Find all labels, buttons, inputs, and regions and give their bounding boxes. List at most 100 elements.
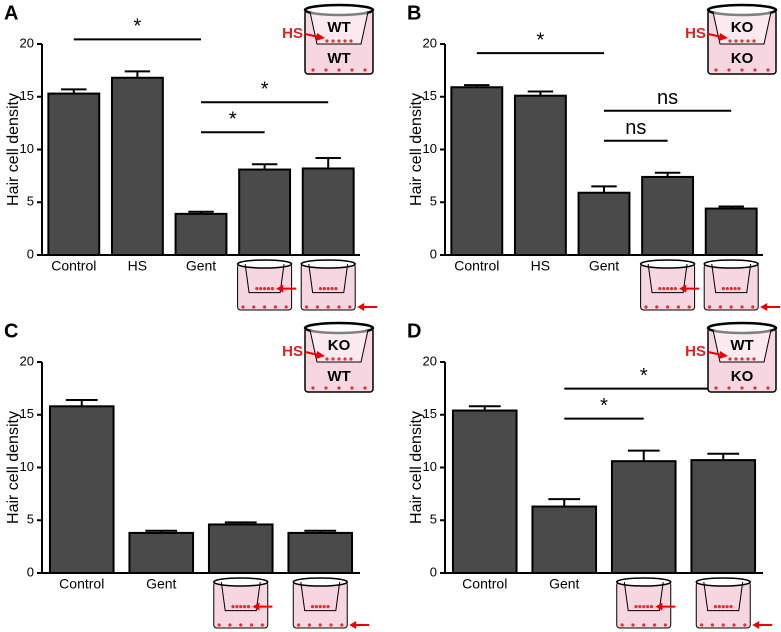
cell-dot [284,305,288,309]
cell-dot [713,605,718,609]
inset-arrow-head [719,33,728,41]
cell-dot [631,623,635,627]
cell-dot [740,386,744,390]
y-tick-label: 10 [20,141,34,156]
well-rim [695,577,751,587]
significance-label: * [537,29,545,51]
well-rim [292,577,348,587]
x-tick-label: Control [454,258,499,274]
y-tick-label: 0 [27,564,34,579]
cell-dot [325,39,329,43]
cell-dot [350,386,354,390]
cell-dot [734,357,738,361]
inset-inner-label: WT [730,337,753,354]
cell-dot [255,287,259,291]
cell-dot [721,287,726,291]
inset-arrow-head [316,351,325,359]
condition-icon [703,259,781,311]
cell-dot [714,386,718,390]
arrow-head [276,284,284,293]
cell-dot [634,605,638,609]
cell-dot [718,305,723,309]
cell-dot [228,623,232,627]
cell-dot [326,305,330,309]
cell-dot [348,305,352,309]
cell-dot [766,386,770,390]
arrow-head [655,602,663,611]
x-tick-label: Gent [146,576,176,592]
y-tick-label: 5 [430,194,437,209]
cell-dot [740,39,744,43]
panel-letter: A [4,2,18,24]
cell-dot [318,605,322,609]
cell-dot [753,386,757,390]
cell-dot [263,305,267,309]
x-tick-label: HS [531,258,550,274]
cell-dot [235,605,239,609]
arrow-head [349,621,357,629]
cell-dot [740,68,744,72]
cell-dot [318,287,323,291]
cell-dot [740,357,744,361]
significance-label: * [229,109,237,131]
inset-treatment-label: HS [282,343,303,360]
cell-dot [310,605,315,609]
panel-letter: D [407,320,421,342]
y-axis-label: Hair cell density [5,411,22,524]
y-tick-label: 20 [20,35,34,50]
cell-dot [725,287,729,291]
cell-dot [729,287,733,291]
bar [577,191,631,257]
cell-dot [721,623,725,627]
insert [220,581,261,612]
condition-icon [616,577,676,629]
cell-dot [734,39,738,43]
bar [47,92,101,256]
cell-dot [728,357,732,361]
cell-dot [673,287,677,291]
cell-dot [751,305,755,309]
cell-dot [239,623,243,627]
cell-dot [259,287,263,291]
inset-inner-label: KO [328,337,351,354]
bar [301,167,355,257]
insert [244,263,285,294]
arrow-head [679,284,687,293]
cell-dot [343,357,347,361]
arrow-head [752,621,760,629]
inset-outer-label: WT [327,368,350,385]
cell-dot [273,305,277,309]
well-rim [213,577,269,587]
cell-dot [329,623,333,627]
bar [207,523,274,574]
inset-outer-label: WT [327,50,350,67]
cell-dot [725,605,729,609]
cell-dot [687,305,691,309]
cell-dot [314,605,318,609]
cell-dot [243,605,247,609]
y-tick-label: 15 [20,406,34,421]
cell-dot [340,623,344,627]
bar [704,207,758,256]
cell-dot [732,623,736,627]
y-axis-label: Hair cell density [5,93,22,206]
y-tick-label: 0 [430,246,437,261]
cell-dot [729,605,733,609]
cell-dot [337,68,341,72]
bar [690,459,757,574]
inset-insert [309,329,369,363]
cell-dot [700,623,704,627]
y-tick-label: 20 [423,353,437,368]
cell-dot [646,605,650,609]
cell-dot [676,305,681,309]
cell-dot [669,287,674,291]
well-rim [639,259,696,269]
cell-dot [727,386,731,390]
significance-label: * [640,365,648,387]
inset-diagram: WT KO HS [685,321,778,393]
cell-dot [337,386,341,390]
cell-dot [752,357,756,361]
y-axis-label: Hair cell density [408,93,425,206]
cell-dot [263,287,267,291]
y-tick-label: 0 [27,246,34,261]
